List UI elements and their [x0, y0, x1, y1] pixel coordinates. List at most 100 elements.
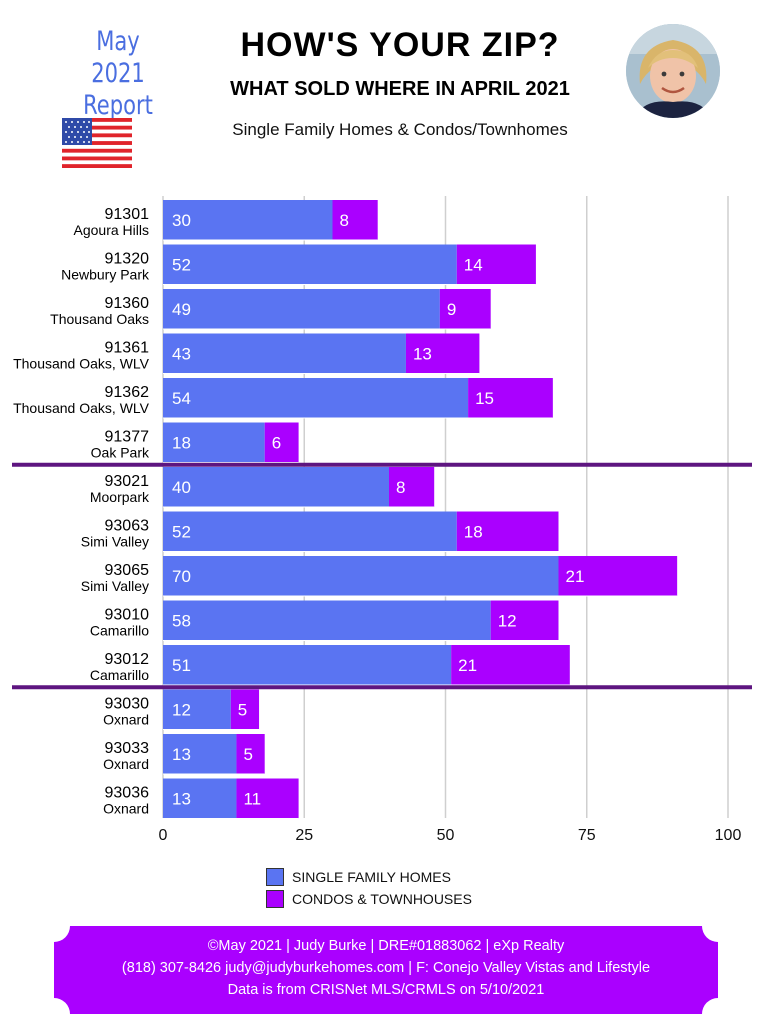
y-tick-zip: 93033 [105, 740, 150, 757]
bar-single-family [163, 333, 406, 374]
bar-condos [490, 600, 559, 641]
data-label-single-family: 49 [172, 300, 191, 319]
x-tick-label: 75 [578, 827, 596, 844]
footer-contact-line: (818) 307-8426 judy@judyburkehomes.com |… [121, 960, 651, 976]
legend-label-condos: CONDOS & TOWNHOUSES [292, 891, 472, 907]
y-tick-area: Camarillo [90, 623, 149, 639]
y-tick-zip: 93063 [105, 518, 150, 535]
y-tick-zip: 93021 [105, 473, 150, 490]
data-label-single-family: 70 [172, 567, 191, 586]
y-tick-zip: 93010 [105, 607, 150, 624]
footer-source-line: Data is from CRISNet MLS/CRMLS on 5/10/2… [227, 982, 545, 998]
y-tick-area: Simi Valley [81, 534, 149, 550]
bar-single-family [163, 556, 559, 596]
data-label-condos: 21 [458, 656, 477, 675]
x-tick-label: 0 [159, 827, 168, 844]
report-tag-word: Report [83, 90, 153, 121]
y-tick-area: Simi Valley [81, 578, 149, 594]
y-tick-area: Moorpark [90, 489, 150, 505]
bar-single-family [163, 422, 265, 463]
legend-item-condos: CONDOS & TOWNHOUSES [266, 888, 472, 910]
y-tick-zip: 93012 [105, 651, 150, 668]
data-label-single-family: 54 [172, 389, 191, 408]
footer-ticket-shape [54, 926, 718, 1014]
data-label-condos: 8 [396, 478, 405, 497]
data-label-single-family: 13 [172, 790, 191, 809]
bar-condos [389, 467, 435, 507]
bar-condos [332, 200, 378, 240]
legend-swatch-single-family [266, 868, 284, 886]
x-tick-label: 50 [437, 827, 455, 844]
bar-single-family [163, 467, 389, 507]
page-tagline: Single Family Homes & Condos/Townhomes [232, 120, 568, 139]
bar-single-family [163, 378, 469, 418]
y-tick-area: Oxnard [103, 756, 149, 772]
bar-condos [558, 556, 678, 596]
y-tick-zip: 91362 [105, 384, 150, 401]
data-label-single-family: 58 [172, 612, 191, 631]
bar-single-family [163, 734, 237, 774]
y-tick-area: Agoura Hills [74, 222, 149, 238]
data-label-condos: 6 [272, 434, 281, 453]
y-tick-area: Thousand Oaks, WLV [13, 400, 150, 416]
y-tick-area: Thousand Oaks [50, 311, 149, 327]
data-label-single-family: 12 [172, 701, 191, 720]
y-tick-zip: 93036 [105, 785, 150, 802]
data-label-single-family: 52 [172, 523, 191, 542]
bar-condos [405, 333, 480, 374]
y-tick-area: Camarillo [90, 667, 149, 683]
y-tick-area: Oak Park [91, 445, 150, 461]
bar-condos [451, 645, 570, 685]
data-label-condos: 5 [243, 745, 252, 764]
x-tick-label: 100 [715, 827, 742, 844]
bar-condos [236, 778, 299, 819]
bar-condos [230, 689, 260, 730]
bar-condos [468, 378, 553, 418]
data-label-condos: 12 [498, 612, 517, 631]
bar-condos [439, 289, 491, 329]
data-label-condos: 11 [243, 790, 261, 809]
bar-condos [264, 422, 299, 463]
y-tick-zip: 91320 [105, 251, 150, 268]
bar-single-family [163, 511, 457, 552]
x-tick-label: 25 [295, 827, 313, 844]
bar-single-family [163, 778, 237, 819]
footer-banner: ©May 2021 | Judy Burke | DRE#01883062 | … [54, 926, 718, 1014]
y-tick-area: Oxnard [103, 712, 149, 728]
page-subtitle: WHAT SOLD WHERE IN APRIL 2021 [230, 78, 570, 100]
report-tag: May 2021 Report [71, 26, 165, 122]
bar-single-family [163, 200, 333, 240]
report-tag-month: May 2021 [91, 26, 145, 89]
y-tick-area: Thousand Oaks, WLV [13, 356, 150, 372]
y-tick-zip: 91377 [105, 429, 150, 446]
us-flag-icon [62, 118, 132, 168]
y-tick-area: Newbury Park [61, 267, 150, 283]
legend-label-single-family: SINGLE FAMILY HOMES [292, 869, 451, 885]
y-tick-zip: 91361 [105, 340, 150, 357]
footer-credit-line: ©May 2021 | Judy Burke | DRE#01883062 | … [207, 938, 565, 954]
data-label-condos: 14 [464, 256, 483, 275]
bar-single-family [163, 244, 457, 285]
bar-single-family [163, 645, 452, 685]
data-label-single-family: 52 [172, 256, 191, 275]
legend-item-single-family: SINGLE FAMILY HOMES [266, 866, 472, 888]
data-label-condos: 15 [475, 389, 494, 408]
data-label-single-family: 51 [172, 656, 191, 675]
data-label-condos: 8 [340, 211, 349, 230]
data-label-condos: 5 [238, 701, 247, 720]
data-label-condos: 18 [464, 523, 483, 542]
bar-condos [456, 511, 559, 552]
y-tick-area: Oxnard [103, 801, 149, 817]
data-label-condos: 13 [413, 345, 432, 364]
data-label-single-family: 13 [172, 745, 191, 764]
bar-condos [456, 244, 536, 285]
data-label-single-family: 43 [172, 345, 191, 364]
data-label-single-family: 18 [172, 434, 191, 453]
y-tick-zip: 91301 [105, 206, 150, 223]
legend-swatch-condos [266, 890, 284, 908]
y-tick-zip: 93030 [105, 696, 150, 713]
data-label-single-family: 30 [172, 211, 191, 230]
bar-single-family [163, 289, 440, 329]
bar-single-family [163, 600, 491, 641]
